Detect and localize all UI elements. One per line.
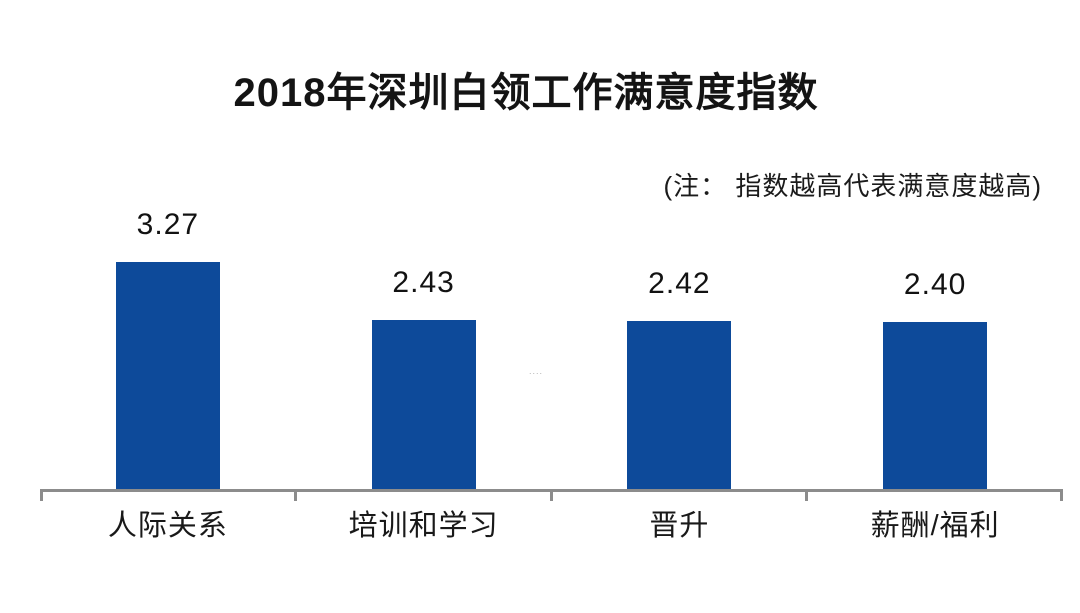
bar-promotion (627, 321, 732, 489)
plot-area: 3.27 人际关系 2.43 培训和学习 2.42 晋升 2.40 (40, 0, 1063, 613)
axis-tick (40, 489, 43, 501)
bar-group-salary: 2.40 薪酬/福利 (807, 0, 1063, 613)
bar-interpersonal (115, 262, 220, 489)
axis-tick (293, 489, 297, 501)
axis-tick (549, 489, 553, 501)
value-label-promotion: 2.42 (648, 267, 711, 300)
value-label-interpersonal: 3.27 (136, 208, 200, 241)
category-label-salary: 薪酬/福利 (870, 510, 1000, 542)
category-label-interpersonal: 人际关系 (107, 510, 228, 542)
value-label-salary: 2.40 (903, 268, 967, 301)
bar-salary (883, 322, 988, 489)
bar-column: 2.43 (296, 0, 552, 489)
bar-group-training: 2.43 培训和学习 (296, 0, 552, 613)
bar-column: 3.27 (40, 0, 296, 489)
bar-column: 2.40 (807, 0, 1063, 489)
category-label-training: 培训和学习 (348, 510, 499, 542)
bar-group-promotion: 2.42 晋升 (552, 0, 808, 613)
faint-watermark-artifact: .... (529, 366, 544, 376)
value-label-training: 2.43 (392, 266, 455, 299)
bar-column: 2.42 (552, 0, 808, 489)
category-label-promotion: 晋升 (649, 510, 710, 542)
bar-group-interpersonal: 3.27 人际关系 (40, 0, 296, 613)
axis-tick (805, 489, 809, 501)
chart-note-annotation: (注： 指数越高代表满意度越高) (663, 171, 1042, 201)
axis-tick (1060, 489, 1063, 501)
chart-title: 2018年深圳白领工作满意度指数 (233, 71, 819, 115)
bar-training (371, 320, 476, 489)
